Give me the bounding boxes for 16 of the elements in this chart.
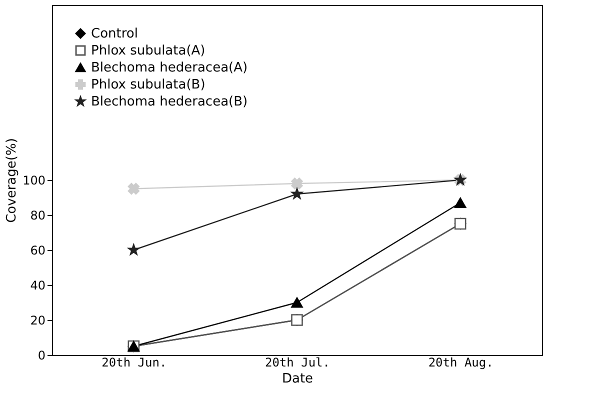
- x-tick-label: 20th Jul.: [264, 356, 330, 370]
- y-tick-label: 20: [30, 314, 46, 328]
- y-tick-label: 100: [22, 174, 46, 188]
- y-tick-label: 0: [38, 348, 46, 362]
- y-axis-title: Coverage(%): [4, 138, 20, 223]
- legend-label: Control: [91, 26, 138, 42]
- legend-label: Blechoma hederacea(A): [91, 60, 248, 76]
- y-tick-label: 40: [30, 278, 46, 292]
- legend-label: Blechoma hederacea(B): [91, 94, 248, 110]
- legend-label: Phlox subulata(B): [91, 78, 206, 92]
- y-tick-label: 80: [30, 208, 46, 222]
- x-tick-label: 20th Aug.: [428, 356, 494, 370]
- legend-label: Phlox subulata(A): [91, 44, 206, 58]
- x-axis-title: Date: [282, 372, 314, 386]
- x-tick-label: 20th Jun.: [102, 356, 167, 370]
- y-tick-label: 60: [30, 244, 46, 258]
